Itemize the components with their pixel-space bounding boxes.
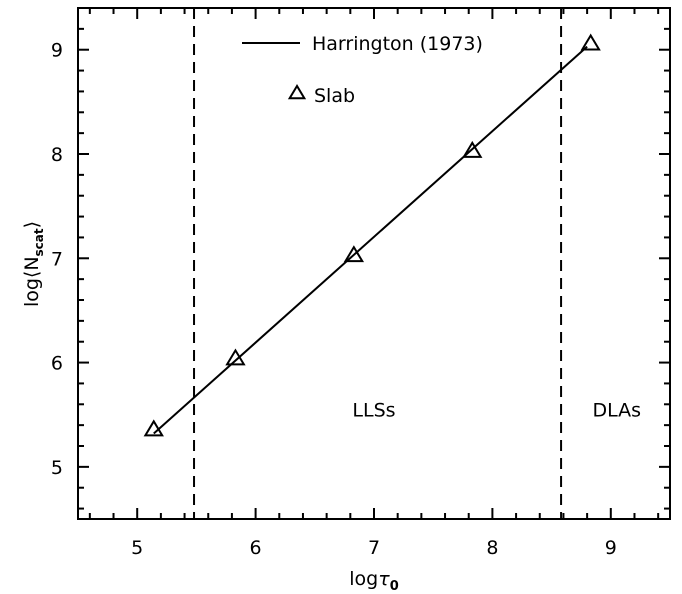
region-dividers (193, 8, 563, 519)
series-line-harrington (153, 45, 588, 435)
data-point-slab (225, 348, 246, 366)
x-axis-label-subscript: 0 (390, 579, 399, 594)
y-axis-label: log⟨Nscat⟩ (21, 221, 46, 307)
ticks (78, 7, 670, 519)
legend-label-slab: Slab (314, 85, 355, 107)
y-tick-label: 7 (51, 248, 63, 270)
series-layer (143, 33, 601, 437)
data-point-slab (580, 33, 601, 51)
plot-frame (77, 7, 671, 520)
x-axis-label-prefix: log (349, 568, 378, 590)
x-tick-label: 5 (131, 537, 143, 559)
y-tick-label: 6 (51, 353, 63, 375)
tick-labels: 5 6 7 8 9 5 6 7 8 9 (51, 40, 617, 559)
x-tick-label: 9 (605, 537, 617, 559)
y-axis-label-suffix: ⟩ (21, 221, 43, 228)
x-axis-label-symbol: τ (378, 568, 390, 590)
y-tick-label: 5 (51, 457, 63, 479)
legend-triangle-marker (287, 84, 307, 100)
x-tick-label: 8 (486, 537, 498, 559)
x-tick-label: 7 (368, 537, 380, 559)
x-axis-label: logτ0 (349, 568, 398, 594)
y-tick-label: 9 (51, 40, 63, 62)
annotation-llss: LLSs (352, 400, 395, 422)
data-point-slab (462, 140, 483, 158)
data-point-slab (343, 245, 365, 263)
y-tick-label: 8 (51, 144, 63, 166)
x-tick-label: 6 (250, 537, 262, 559)
y-axis-label-prefix: log⟨N (21, 256, 43, 307)
legend-label-harrington: Harrington (1973) (312, 33, 483, 55)
annotation-dlas: DLAs (592, 400, 641, 422)
data-point-slab (143, 419, 164, 437)
y-axis-label-subscript: scat (32, 228, 46, 256)
